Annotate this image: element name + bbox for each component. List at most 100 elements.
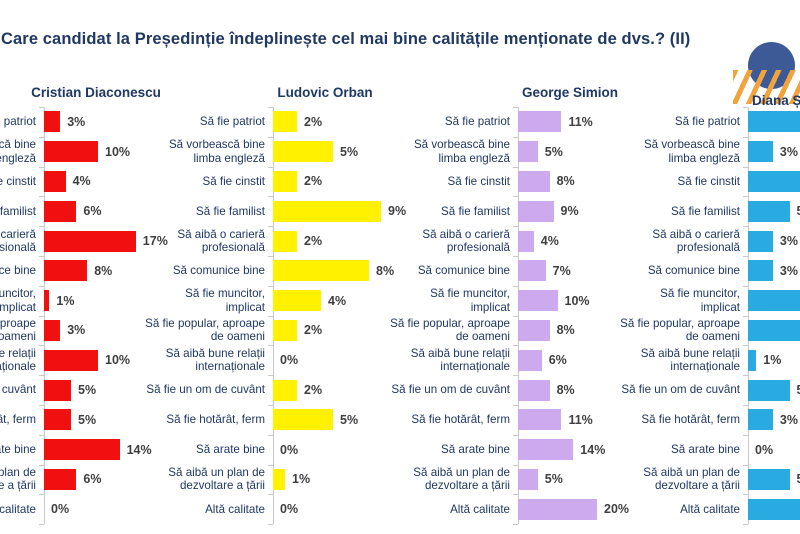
bar bbox=[273, 200, 381, 222]
category-label: Să fie cinstit bbox=[0, 174, 36, 188]
axis-tick bbox=[268, 226, 273, 228]
bar-value: 10% bbox=[105, 144, 131, 159]
bar-value: 1% bbox=[763, 353, 782, 368]
axis-tick bbox=[743, 524, 748, 526]
axis-tick bbox=[743, 136, 748, 138]
axis-tick bbox=[268, 256, 273, 257]
chart-column: Cristian Diaconescu Să fie patriot 3% Să vo… bbox=[0, 0, 186, 534]
axis-tick bbox=[268, 136, 273, 138]
axis-tick bbox=[268, 434, 273, 436]
axis-tick bbox=[743, 226, 748, 228]
axis-tick bbox=[743, 107, 748, 108]
axis-tick bbox=[268, 166, 273, 168]
bar-value: 3% bbox=[779, 412, 798, 427]
bar-value: 14% bbox=[126, 442, 152, 457]
axis-tick bbox=[39, 405, 44, 406]
bar bbox=[748, 200, 790, 222]
axis-tick bbox=[268, 524, 273, 526]
chart-column: George Simion Să fie patriot 11% Să vorbeas… bbox=[390, 0, 660, 534]
axis-tick bbox=[743, 345, 748, 347]
axis-tick bbox=[513, 345, 518, 347]
bar bbox=[44, 320, 61, 341]
category-label: Să fie familist bbox=[441, 204, 510, 218]
category-label: Să fie hotărât, ferm bbox=[0, 413, 36, 427]
bar bbox=[748, 409, 773, 431]
bar bbox=[518, 141, 538, 163]
bar bbox=[518, 111, 562, 133]
category-label: Să fie hotărât, ferm bbox=[411, 413, 510, 427]
category-label: Să fie popular, aproape de oameni bbox=[390, 316, 510, 344]
bar-value: 2% bbox=[304, 174, 323, 189]
axis-tick bbox=[513, 494, 518, 496]
category-label: Să fie hotărât, ferm bbox=[166, 413, 265, 427]
axis-tick bbox=[268, 285, 273, 287]
bar bbox=[518, 469, 538, 490]
bar-value: 2% bbox=[304, 114, 323, 129]
axis-line bbox=[748, 107, 749, 525]
bar-value: 0% bbox=[280, 502, 299, 517]
category-label: Să fie popular, aproape de oameni bbox=[145, 316, 265, 344]
bar bbox=[748, 498, 800, 520]
candidate-name: Cristian Diaconescu bbox=[31, 85, 161, 100]
axis-tick bbox=[743, 464, 748, 466]
bar bbox=[44, 200, 77, 222]
bar bbox=[748, 349, 757, 371]
axis-tick bbox=[743, 256, 748, 257]
axis-tick bbox=[39, 345, 44, 347]
bar bbox=[518, 439, 574, 461]
category-label: Să aibă bune relații internaționale bbox=[165, 346, 265, 374]
bar-value: 0% bbox=[280, 442, 299, 457]
bar bbox=[273, 260, 369, 282]
bar bbox=[44, 409, 71, 431]
bar-value: 2% bbox=[304, 234, 323, 249]
bar-value: 11% bbox=[568, 412, 593, 427]
category-label: Să fie un om de cuvânt bbox=[391, 383, 510, 397]
axis-tick bbox=[268, 375, 273, 377]
axis-tick bbox=[39, 524, 44, 526]
bar-value: 17% bbox=[142, 234, 168, 249]
bar-value: 5% bbox=[544, 472, 563, 487]
axis-tick bbox=[39, 256, 44, 257]
category-label: Să comunice bine bbox=[0, 264, 36, 278]
category-label: Să fie muncitor, implicat bbox=[185, 287, 265, 314]
chart-column: Ludovic Orban Să fie patriot 2% Să vorbeasc… bbox=[145, 0, 415, 534]
category-label: Să fie muncitor, implicat bbox=[660, 287, 740, 314]
bar bbox=[44, 379, 71, 401]
bar-value: 0% bbox=[51, 502, 70, 517]
category-label: Să fie un om de cuvânt bbox=[621, 383, 740, 397]
bar bbox=[44, 260, 88, 282]
category-label: Să vorbească bine limba engleză bbox=[0, 138, 36, 165]
bar-value: 6% bbox=[548, 353, 567, 368]
bar-value: 4% bbox=[540, 234, 559, 249]
category-label: Să aibă un plan de dezvoltare a țării bbox=[643, 465, 740, 493]
axis-tick bbox=[39, 434, 44, 436]
category-label: Să comunice bine bbox=[417, 264, 510, 278]
category-label: Altă calitate bbox=[680, 502, 740, 516]
category-label: Să fie popular, aproape de oameni bbox=[0, 316, 36, 344]
category-label: Să vorbească bine limba engleză bbox=[643, 138, 740, 165]
axis-tick bbox=[268, 107, 273, 108]
bar bbox=[273, 290, 321, 312]
bar-value: 8% bbox=[556, 174, 575, 189]
bar-value: 5% bbox=[340, 412, 359, 427]
axis-tick bbox=[513, 107, 518, 108]
bar bbox=[273, 379, 297, 401]
category-label: Să fie cinstit bbox=[677, 174, 740, 188]
bar bbox=[44, 230, 136, 252]
bar bbox=[518, 379, 550, 401]
bar bbox=[518, 320, 550, 341]
axis-tick bbox=[513, 166, 518, 168]
bar-value: 2% bbox=[304, 323, 323, 338]
category-label: Altă calitate bbox=[450, 502, 510, 516]
category-label: Să aibă un plan de dezvoltare a țării bbox=[413, 465, 510, 493]
axis-tick bbox=[39, 136, 44, 138]
category-label: Să fie cinstit bbox=[447, 174, 510, 188]
category-label: Să fie un om de cuvânt bbox=[146, 383, 265, 397]
bar bbox=[748, 290, 800, 312]
bar bbox=[518, 230, 534, 252]
bar bbox=[518, 260, 546, 282]
axis-tick bbox=[513, 136, 518, 138]
category-label: Să fie un om de cuvânt bbox=[0, 383, 36, 397]
page-title: Care candidat la Președinție îndeplineșt… bbox=[1, 30, 691, 49]
axis-tick bbox=[268, 345, 273, 347]
